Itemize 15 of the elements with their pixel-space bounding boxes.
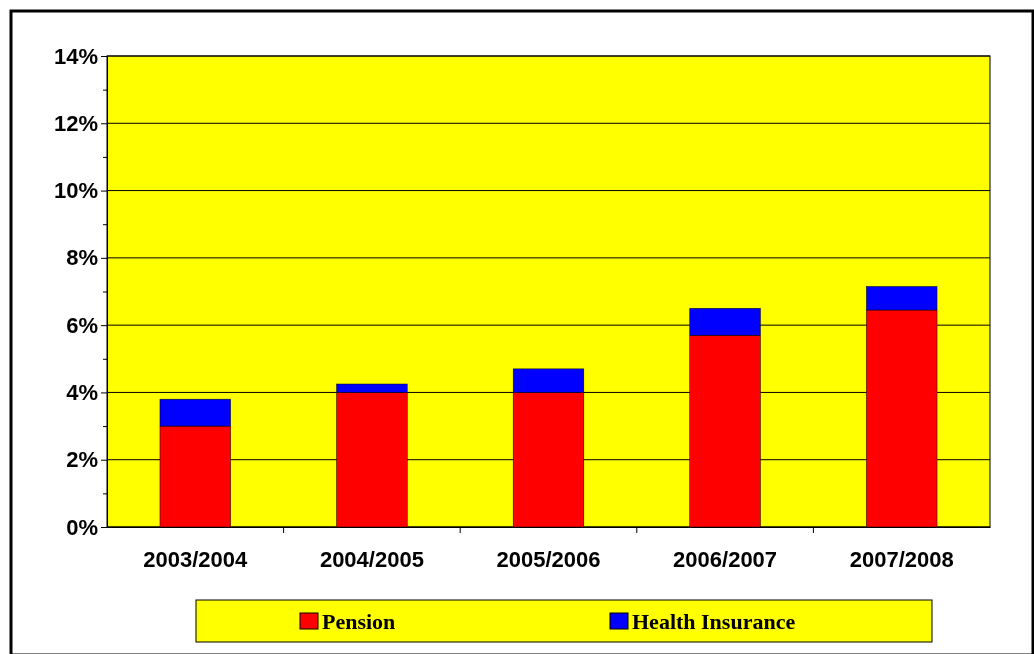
y-tick-label: 0%: [66, 514, 98, 540]
x-tick-label: 2006/2007: [673, 546, 778, 572]
x-tick-label: 2004/2005: [319, 546, 424, 572]
x-tick-label: 2007/2008: [849, 546, 954, 572]
legend-label: Health Insurance: [632, 609, 796, 634]
y-tick-label: 12%: [53, 110, 98, 136]
y-tick-label: 8%: [66, 245, 98, 271]
y-tick-label: 4%: [66, 379, 98, 405]
y-tick-label: 6%: [66, 312, 98, 338]
x-tick-label: 2005/2006: [496, 546, 601, 572]
y-tick-label: 10%: [53, 178, 98, 204]
x-tick-label: 2003/2004: [143, 546, 249, 572]
y-tick-label: 2%: [66, 447, 98, 473]
legend-label: Pension: [322, 609, 396, 634]
y-tick-label: 14%: [53, 43, 98, 69]
